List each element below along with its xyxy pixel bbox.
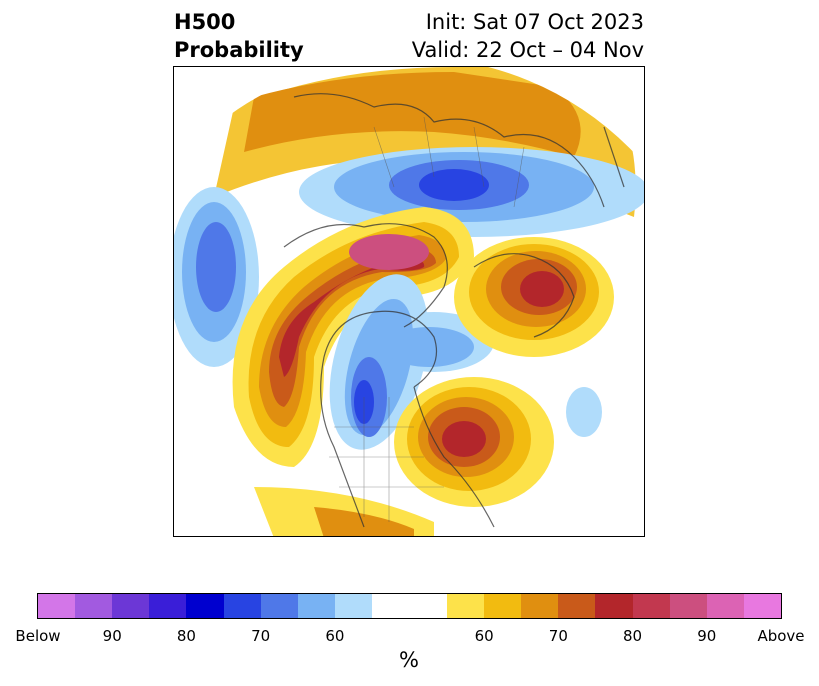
- map-title: H500 Probability: [174, 8, 304, 64]
- colorbar-segment: [223, 594, 261, 618]
- colorbar-tick-label: 70: [548, 627, 568, 645]
- date-info: Init: Sat 07 Oct 2023 Valid: 22 Oct – 04…: [412, 8, 644, 64]
- colorbar-segment: [521, 594, 559, 618]
- colorbar-segment: [371, 594, 447, 618]
- colorbar-tick-label: 90: [697, 627, 717, 645]
- init-date: Init: Sat 07 Oct 2023: [425, 10, 644, 34]
- colorbar-segment: [297, 594, 335, 618]
- colorbar-tick-label: 60: [474, 627, 494, 645]
- pacific-trough-core: [196, 222, 236, 312]
- colorbar: [37, 593, 782, 619]
- title-line-2: Probability: [174, 38, 304, 62]
- colorbar-segment: [75, 594, 113, 618]
- colorbar-tick-label: Below: [15, 627, 61, 645]
- arctic-trough-core: [419, 169, 489, 201]
- valid-range: Valid: 22 Oct – 04 Nov: [411, 38, 644, 62]
- colorbar-segment: [446, 594, 485, 618]
- colorbar-segment: [558, 594, 596, 618]
- probability-map-svg: [174, 67, 644, 536]
- colorbar-tick-label: Above: [757, 627, 805, 645]
- colorbar-tick-label: 90: [102, 627, 122, 645]
- colorbar-segment: [149, 594, 187, 618]
- colorbar-tick-label: 60: [325, 627, 345, 645]
- colorbar-segment: [669, 594, 707, 618]
- colorbar-tick-label: 80: [623, 627, 643, 645]
- colorbar-tick-label: 80: [176, 627, 196, 645]
- colorbar-unit-label: %: [399, 648, 419, 672]
- colorbar-segment: [260, 594, 298, 618]
- atlantic-trough: [566, 387, 602, 437]
- polar-map: [173, 66, 645, 537]
- colorbar-segment: [484, 594, 522, 618]
- colorbar-segment: [112, 594, 150, 618]
- colorbar-tick-label: 70: [251, 627, 271, 645]
- colorbar-segment: [186, 594, 224, 618]
- title-line-1: H500: [174, 10, 236, 34]
- west-ridge-5: [279, 257, 425, 377]
- arctic-ridge-core: [244, 72, 581, 157]
- borders: [329, 116, 525, 522]
- colorbar-segment: [632, 594, 670, 618]
- coastlines: [283, 93, 625, 528]
- east-ridge-core: [442, 421, 486, 457]
- colorbar-segment: [743, 594, 781, 618]
- colorbar-segment: [334, 594, 372, 618]
- colorbar-segment: [595, 594, 633, 618]
- west-ridge-core: [349, 234, 429, 270]
- euro-ridge-core: [520, 271, 564, 307]
- colorbar-segment: [706, 594, 744, 618]
- central-trough-mid-east: [384, 327, 474, 367]
- south-band-2: [314, 507, 414, 536]
- colorbar-segment: [38, 594, 76, 618]
